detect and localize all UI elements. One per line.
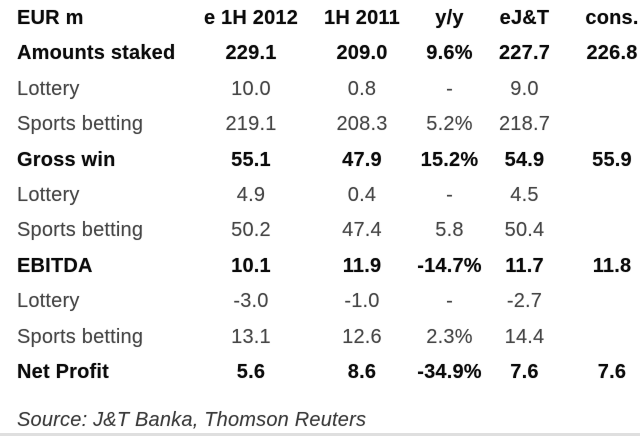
value-cell: 7.6 xyxy=(510,361,539,384)
value-cell: 14.4 xyxy=(504,325,545,348)
value-cell: 9.0 xyxy=(510,77,539,100)
value-cell: 5.8 xyxy=(435,219,464,242)
value-cell: 47.9 xyxy=(342,148,382,171)
column-header-unit: EUR m xyxy=(17,7,84,29)
value-cell: 219.1 xyxy=(225,113,277,136)
column-header-2: 1H 2011 xyxy=(324,7,400,29)
value-cell: 15.2% xyxy=(420,148,479,171)
table-body: Amounts staked 229.1 209.0 9.6% 227.7 226.8 Lo… xyxy=(0,36,640,390)
value-cell: 55.1 xyxy=(231,148,271,171)
value-cell: - xyxy=(446,184,453,207)
row-label-cell: Sports betting xyxy=(17,219,144,242)
value-cell: 10.0 xyxy=(231,77,271,100)
value-cell: -3.0 xyxy=(233,290,269,313)
table-row: Lottery 10.0 0.8 - 9.0 xyxy=(0,72,640,107)
table-head: EUR m e 1H 2012 1H 2011 y/y eJ&T cons. xyxy=(0,1,640,36)
value-cell: 47.4 xyxy=(342,219,382,242)
row-label-cell: Gross win xyxy=(17,148,116,171)
value-cell: 11.8 xyxy=(592,254,632,277)
value-cell xyxy=(584,178,640,213)
value-cell: 11.7 xyxy=(505,254,544,277)
value-cell xyxy=(584,213,640,248)
value-cell: -2.7 xyxy=(506,290,543,313)
value-cell: 8.6 xyxy=(347,361,377,384)
value-cell: 0.8 xyxy=(347,77,377,100)
row-label-cell: EBITDA xyxy=(17,254,93,277)
value-cell: -34.9% xyxy=(417,361,482,384)
column-header-5: cons. xyxy=(585,7,639,29)
value-cell: 0.4 xyxy=(347,184,377,207)
value-cell: 209.0 xyxy=(336,42,388,65)
row-label-cell: Amounts staked xyxy=(17,42,176,65)
table-row: Sports betting 50.2 47.4 5.8 50.4 xyxy=(0,213,640,248)
value-cell: 4.9 xyxy=(236,184,266,207)
value-cell: 227.7 xyxy=(498,42,551,65)
table-row: Sports betting 219.1 208.3 5.2% 218.7 xyxy=(0,107,640,142)
value-cell: 10.1 xyxy=(231,254,271,277)
source-note: Source: J&T Banka, Thomson Reuters xyxy=(17,409,367,431)
financials-table: EUR m e 1H 2012 1H 2011 y/y eJ&T cons. Amount… xyxy=(0,1,640,390)
value-cell xyxy=(584,107,640,142)
value-cell: 5.6 xyxy=(236,361,266,384)
value-cell: - xyxy=(446,77,453,100)
row-label-cell: Sports betting xyxy=(17,325,144,348)
value-cell: 7.6 xyxy=(597,361,627,384)
value-cell xyxy=(584,284,640,319)
value-cell: 2.3% xyxy=(426,325,473,348)
value-cell: 55.9 xyxy=(592,148,632,171)
value-cell: 229.1 xyxy=(225,42,277,65)
row-label-cell: Sports betting xyxy=(17,113,144,136)
row-label-cell: Net Profit xyxy=(17,361,109,384)
row-label-cell: Lottery xyxy=(17,77,80,100)
value-cell xyxy=(584,320,640,355)
value-cell: 226.8 xyxy=(586,42,638,65)
value-cell: 50.4 xyxy=(504,219,545,242)
table-row: Net Profit 5.6 8.6 -34.9% 7.6 7.6 xyxy=(0,355,640,390)
value-cell: 11.9 xyxy=(342,254,382,277)
table-header-row: EUR m e 1H 2012 1H 2011 y/y eJ&T cons. xyxy=(0,1,640,36)
table-row: Lottery 4.9 0.4 - 4.5 xyxy=(0,178,640,213)
value-cell: -14.7% xyxy=(417,254,482,277)
column-header-3: y/y xyxy=(435,7,464,29)
value-cell xyxy=(584,72,640,107)
value-cell: 218.7 xyxy=(498,113,551,136)
value-cell: 50.2 xyxy=(231,219,271,242)
value-cell: 5.2% xyxy=(426,113,473,136)
value-cell: 12.6 xyxy=(342,325,382,348)
value-cell: 54.9 xyxy=(504,148,545,171)
table-row: EBITDA 10.1 11.9 -14.7% 11.7 11.8 xyxy=(0,249,640,284)
value-cell: 13.1 xyxy=(231,325,271,348)
table-row: Lottery -3.0 -1.0 - -2.7 xyxy=(0,284,640,319)
row-label-cell: Lottery xyxy=(17,290,80,313)
column-header-4: eJ&T xyxy=(499,7,550,29)
table-row: Gross win 55.1 47.9 15.2% 54.9 55.9 xyxy=(0,143,640,178)
table-row: Amounts staked 229.1 209.0 9.6% 227.7 226.8 xyxy=(0,36,640,71)
value-cell: 9.6% xyxy=(426,42,473,65)
value-cell: 208.3 xyxy=(336,113,388,136)
value-cell: - xyxy=(446,290,453,313)
row-label-cell: Lottery xyxy=(17,184,80,207)
table-row: Sports betting 13.1 12.6 2.3% 14.4 xyxy=(0,320,640,355)
bottom-rule xyxy=(0,433,640,436)
value-cell: 4.5 xyxy=(510,184,539,207)
value-cell: -1.0 xyxy=(344,290,380,313)
column-header-1: e 1H 2012 xyxy=(203,7,299,29)
